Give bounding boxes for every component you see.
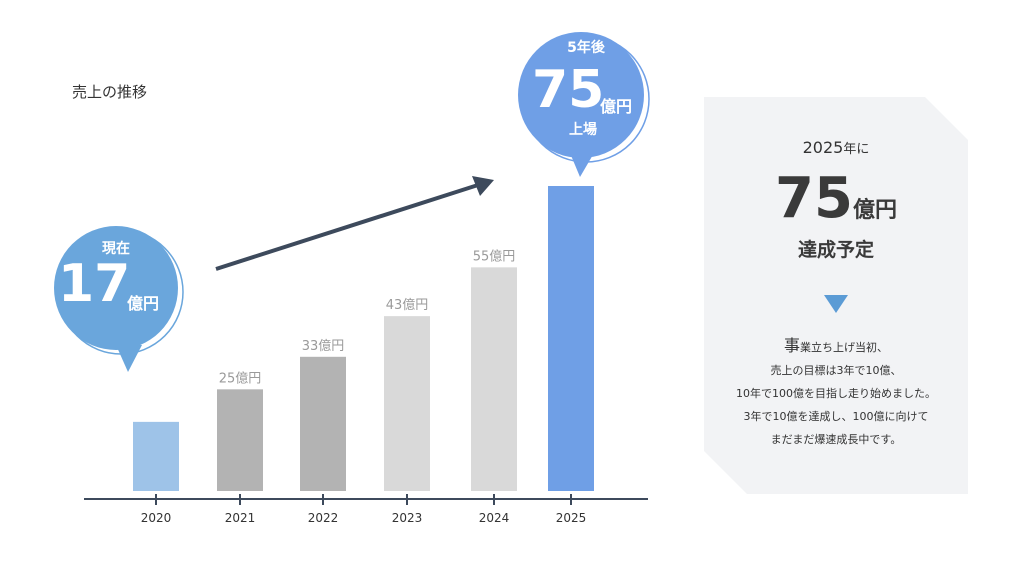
tick-label-2020: 2020 [141,511,172,525]
panel-text-line-3: 3年で10億を達成し、100億に向けて [743,410,929,423]
bubble-now-unit: 億円 [127,294,160,313]
bubble-now-label: 現在 [102,241,130,257]
panel-value-line: 75億円 [704,167,968,231]
bubble-future-unit: 億円 [600,97,633,116]
bubble-future-value: 75 [532,60,605,120]
panel-goal: 達成予定 [797,239,874,261]
chart-title: 売上の推移 [72,83,147,101]
panel-text-line-1: 売上の目標は3年で10億、 [770,364,902,377]
growth-arrow-head [472,176,494,196]
bar-2024 [471,267,517,491]
bubble-future-sub: 上場 [569,122,597,138]
panel-value: 75 [775,166,853,231]
tick-label-2022: 2022 [308,511,339,525]
bar-2025 [548,186,594,491]
down-triangle-icon [824,295,848,313]
bubble-future-label: 5年後 [567,40,605,56]
bubble-now [54,226,184,372]
data-label-2023: 43億円 [386,297,429,313]
panel-year: 2025 [802,138,844,157]
panel-text-line-4: まだまだ爆速成長中です。 [770,433,902,446]
bar-2021 [217,389,263,491]
bar-2023 [384,316,430,491]
bar-2022 [300,356,346,491]
labels-layer: 25億円 33億円 43億円 55億円 [219,248,516,386]
tick-label-2023: 2023 [392,511,423,525]
tick-label-2024: 2024 [479,511,510,525]
bars-layer [133,186,594,491]
bubble-future [518,32,650,177]
panel-unit: 億円 [852,198,897,223]
panel-lead-big: 事 [783,336,800,355]
summary-panel: 2025年に 75億円 達成予定 事業立ち上げ当初、 売上の目標は3年で10億、… [704,97,968,494]
panel-lead: 事業立ち上げ当初、 [704,332,968,356]
growth-arrow-shaft [215,183,479,271]
bar-2020 [133,421,179,491]
data-label-2024: 55億円 [473,248,516,264]
data-label-2022: 33億円 [302,338,345,354]
ticks-layer: 2020 2021 2022 2023 2024 2025 [141,494,587,525]
panel-lead-rest: 業立ち上げ当初、 [800,341,888,354]
panel-year-line: 2025年に [704,138,968,157]
tick-label-2021: 2021 [225,511,256,525]
data-label-2021: 25億円 [219,370,262,386]
panel-year-suffix: 年に [843,142,870,157]
bubble-now-value: 17 [58,254,131,314]
tick-label-2025: 2025 [556,511,587,525]
panel-text-line-2: 10年で100億を目指し走り始めました。 [736,387,936,400]
